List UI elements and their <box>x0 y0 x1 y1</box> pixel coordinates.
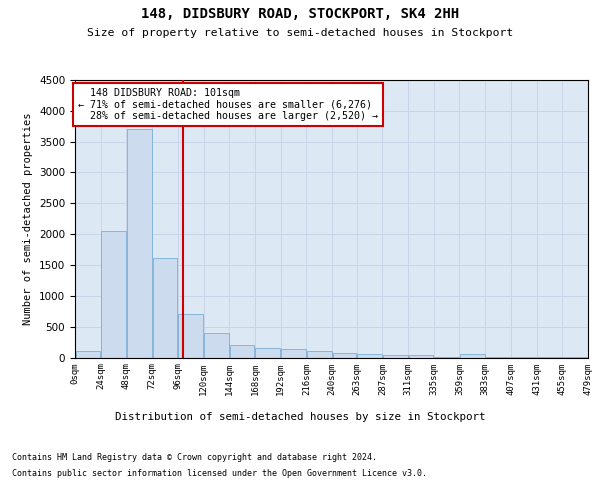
Bar <box>281 350 306 358</box>
Text: Contains public sector information licensed under the Open Government Licence v3: Contains public sector information licen… <box>12 469 427 478</box>
Bar <box>256 348 280 358</box>
Bar <box>76 351 100 358</box>
Text: Distribution of semi-detached houses by size in Stockport: Distribution of semi-detached houses by … <box>115 412 485 422</box>
Text: Size of property relative to semi-detached houses in Stockport: Size of property relative to semi-detach… <box>87 28 513 38</box>
Bar <box>127 130 152 358</box>
Text: Contains HM Land Registry data © Crown copyright and database right 2024.: Contains HM Land Registry data © Crown c… <box>12 452 377 462</box>
Bar <box>204 334 229 357</box>
Bar <box>307 352 332 358</box>
Y-axis label: Number of semi-detached properties: Number of semi-detached properties <box>23 112 34 325</box>
Bar <box>357 354 382 358</box>
Bar <box>409 355 433 358</box>
Text: 148, DIDSBURY ROAD, STOCKPORT, SK4 2HH: 148, DIDSBURY ROAD, STOCKPORT, SK4 2HH <box>141 8 459 22</box>
Text: 148 DIDSBURY ROAD: 101sqm
← 71% of semi-detached houses are smaller (6,276)
  28: 148 DIDSBURY ROAD: 101sqm ← 71% of semi-… <box>78 88 378 121</box>
Bar <box>152 258 178 358</box>
Bar <box>332 352 356 358</box>
Bar <box>230 346 254 358</box>
Bar <box>178 314 203 358</box>
Bar <box>101 231 126 358</box>
Bar <box>383 354 407 358</box>
Bar <box>460 354 485 358</box>
